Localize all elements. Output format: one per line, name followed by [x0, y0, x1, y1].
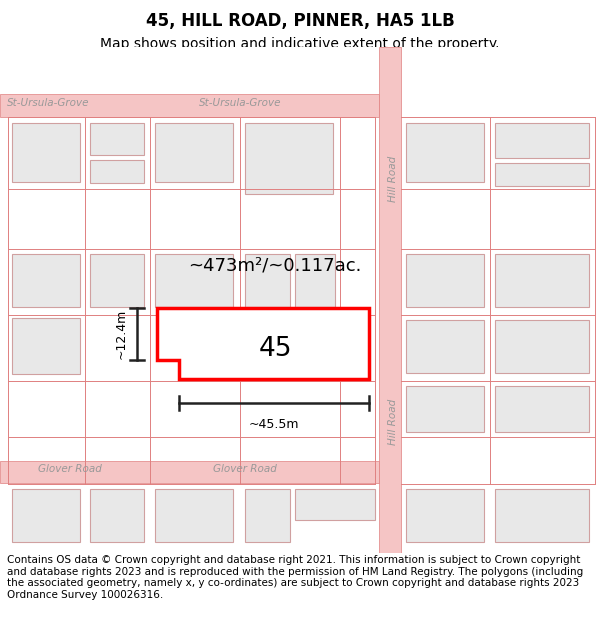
- Bar: [495, 320, 589, 373]
- Bar: [495, 122, 589, 158]
- Bar: [0, 461, 379, 483]
- Bar: [495, 386, 589, 432]
- Bar: [90, 489, 144, 542]
- Bar: [406, 122, 484, 181]
- Bar: [90, 122, 144, 155]
- Text: Glover Road: Glover Road: [38, 464, 102, 474]
- Bar: [245, 489, 290, 542]
- Bar: [406, 320, 484, 373]
- Bar: [12, 318, 80, 374]
- Text: Glover Road: Glover Road: [213, 464, 277, 474]
- Bar: [90, 254, 144, 307]
- Bar: [0, 94, 379, 117]
- Text: 45, HILL ROAD, PINNER, HA5 1LB: 45, HILL ROAD, PINNER, HA5 1LB: [146, 12, 454, 30]
- Text: ~45.5m: ~45.5m: [249, 419, 299, 431]
- Bar: [379, 47, 401, 553]
- Bar: [155, 122, 233, 181]
- Polygon shape: [157, 308, 369, 379]
- Bar: [12, 489, 80, 542]
- Text: ~12.4m: ~12.4m: [115, 309, 128, 359]
- Bar: [406, 489, 484, 542]
- Bar: [155, 489, 233, 542]
- Bar: [406, 386, 484, 432]
- Bar: [495, 489, 589, 542]
- Bar: [12, 122, 80, 181]
- Bar: [12, 254, 80, 307]
- Text: 45: 45: [258, 336, 292, 362]
- Text: Hill Road: Hill Road: [388, 156, 398, 202]
- Text: Contains OS data © Crown copyright and database right 2021. This information is : Contains OS data © Crown copyright and d…: [7, 555, 583, 600]
- Text: St-Ursula-Grove: St-Ursula-Grove: [199, 98, 281, 107]
- Bar: [155, 254, 233, 307]
- Bar: [406, 254, 484, 307]
- Bar: [295, 489, 375, 520]
- Bar: [90, 160, 144, 182]
- Bar: [495, 254, 589, 307]
- Text: ~473m²/~0.117ac.: ~473m²/~0.117ac.: [188, 257, 362, 274]
- Text: Map shows position and indicative extent of the property.: Map shows position and indicative extent…: [100, 36, 500, 51]
- Bar: [295, 254, 335, 307]
- Text: St-Ursula-Grove: St-Ursula-Grove: [7, 98, 89, 107]
- Bar: [245, 122, 333, 194]
- Text: Hill Road: Hill Road: [388, 398, 398, 444]
- Bar: [495, 163, 589, 186]
- Bar: [245, 254, 290, 307]
